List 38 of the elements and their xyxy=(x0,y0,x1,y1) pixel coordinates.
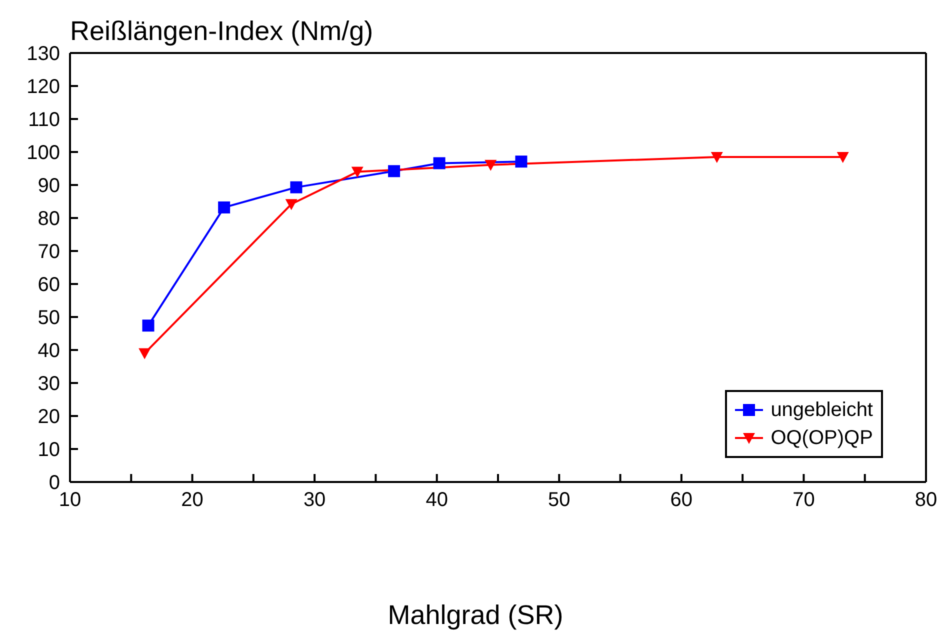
x-tick-label: 80 xyxy=(914,489,938,512)
x-tick-label: 70 xyxy=(792,489,815,512)
point xyxy=(484,160,497,171)
x-tick-label: 50 xyxy=(548,489,570,512)
point xyxy=(285,199,298,210)
legend-label: OQ(OP)QP xyxy=(770,426,873,451)
y-tick-label: 80 xyxy=(38,208,60,230)
point xyxy=(433,157,446,170)
point xyxy=(515,156,528,168)
y-tick-label: 100 xyxy=(26,142,60,164)
point xyxy=(710,152,723,163)
y-tick-label: 10 xyxy=(38,439,60,462)
x-tick-label: 30 xyxy=(303,489,326,512)
x-tick-label: 20 xyxy=(181,489,204,512)
point xyxy=(836,152,849,163)
point xyxy=(218,201,230,214)
point xyxy=(138,348,151,360)
y-tick-label: 20 xyxy=(38,406,60,428)
y-tick-label: 40 xyxy=(38,340,60,362)
y-tick-label: 0 xyxy=(48,472,60,494)
y-tick-label: 70 xyxy=(38,241,60,264)
point xyxy=(290,181,302,194)
x-tick-label: 40 xyxy=(426,489,448,512)
point xyxy=(142,320,154,332)
y-tick-label: 30 xyxy=(38,373,60,396)
y-tick-label: 110 xyxy=(28,109,60,132)
chart-title: Reißlängen-Index (Nm/g) xyxy=(70,16,374,47)
y-tick-label: 90 xyxy=(38,175,60,198)
y-tick-label: 120 xyxy=(26,76,60,98)
x-tick-label: 60 xyxy=(670,489,693,512)
x-tick-label: 10 xyxy=(58,489,82,512)
y-tick-label: 130 xyxy=(26,43,60,66)
y-tick-label: 50 xyxy=(38,307,60,330)
legend-label: ungebleicht xyxy=(770,398,873,423)
point xyxy=(388,165,400,178)
point xyxy=(351,166,364,178)
y-tick-label: 60 xyxy=(38,274,60,296)
x-axis-title: Mahlgrad (SR) xyxy=(386,600,564,631)
